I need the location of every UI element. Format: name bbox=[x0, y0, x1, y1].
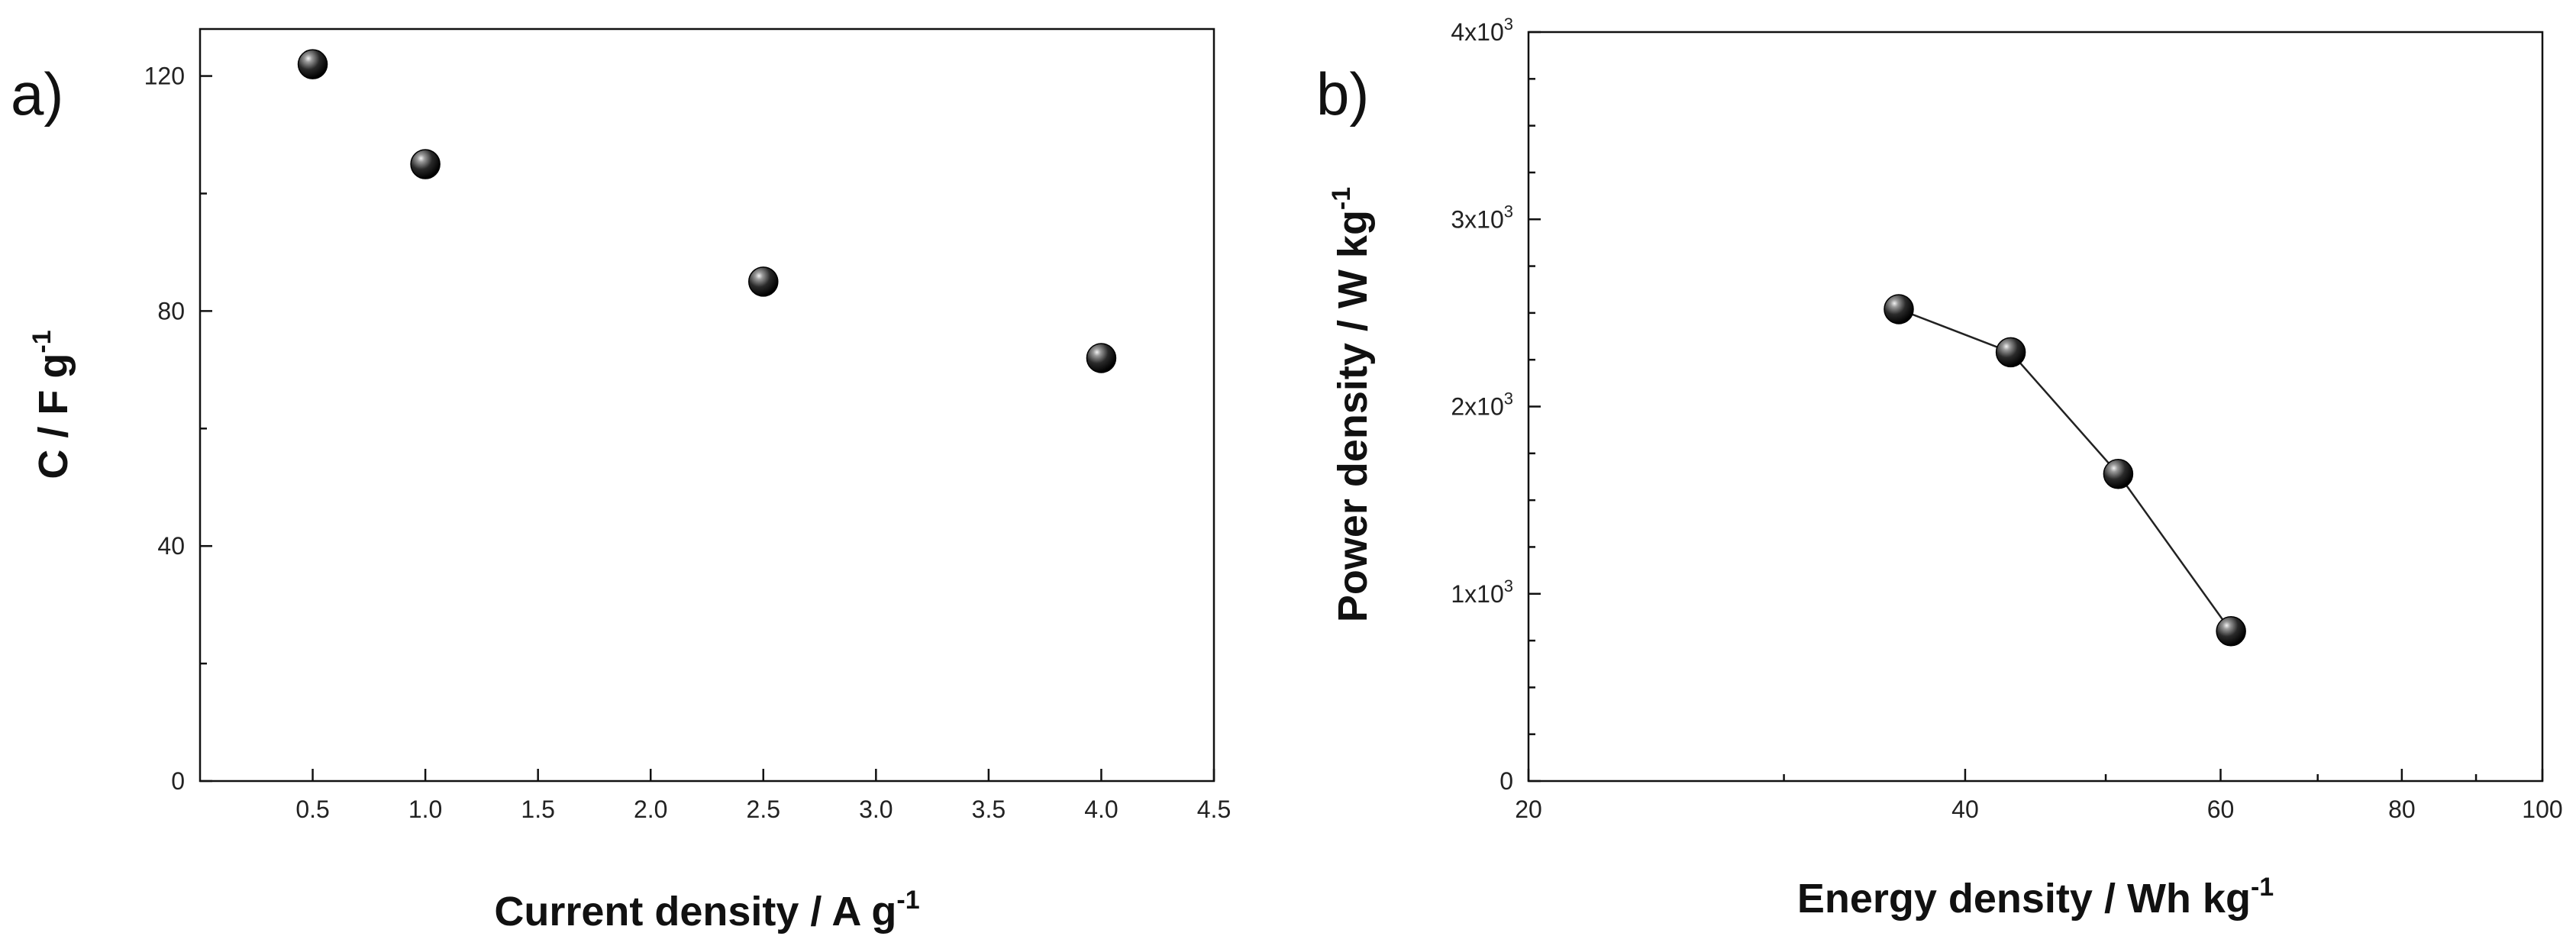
axis-ticks-b bbox=[1527, 31, 2544, 783]
x-tick-label-b: 80 bbox=[2388, 796, 2416, 823]
data-point-a bbox=[410, 149, 441, 179]
data-point-b bbox=[2103, 459, 2134, 489]
data-point-a bbox=[748, 266, 779, 297]
tick-labels-a: 0.5 1.0 1.5 2.0 2.5 3.0 3.5 4.0 4.5 0 40 80 120 bbox=[144, 63, 1232, 823]
x-axis-label-b: Energy density / Wh kg-1 bbox=[1797, 873, 2274, 922]
y-tick-label-a: 120 bbox=[144, 63, 185, 90]
y-tick-label-b: 2x103 bbox=[1451, 389, 1513, 421]
x-tick-label-b: 20 bbox=[1515, 796, 1542, 823]
chart-panel-a: a) 0.5 1.0 1.5 2.0 2.5 3.0 3.5 4.0 4.5 0 40 80 120 C… bbox=[11, 27, 1232, 934]
y-tick-label-b: 0 bbox=[1499, 767, 1513, 795]
y-tick-label-a: 0 bbox=[171, 767, 185, 795]
plot-frame-b bbox=[1527, 31, 2544, 783]
x-tick-label-a: 3.5 bbox=[972, 796, 1006, 823]
x-tick-label-b: 60 bbox=[2207, 796, 2235, 823]
tick-labels-b: 20 40 60 80 100 0 1x103 2x103 3x103 4x103 bbox=[1451, 15, 2562, 823]
y-axis-label-b: Power density / W kg-1 bbox=[1327, 187, 1376, 622]
chart-panel-b: b) 20 40 60 80 100 0 1x103 2x103 3x103 4x103 Ener… bbox=[1316, 15, 2563, 922]
data-point-b bbox=[1995, 337, 2026, 368]
y-tick-label-a: 40 bbox=[157, 532, 185, 560]
x-tick-label-a: 2.0 bbox=[634, 796, 667, 823]
x-tick-label-a: 1.0 bbox=[408, 796, 442, 823]
y-tick-label-b: 1x103 bbox=[1451, 576, 1513, 608]
series-points-b bbox=[1884, 294, 2246, 647]
data-point-b bbox=[1884, 294, 1914, 324]
x-tick-label-b: 40 bbox=[1951, 796, 1979, 823]
x-tick-label-a: 0.5 bbox=[295, 796, 329, 823]
y-tick-label-b: 3x103 bbox=[1451, 202, 1513, 233]
x-tick-label-a: 2.5 bbox=[747, 796, 780, 823]
x-axis-label-a: Current density / A g-1 bbox=[494, 886, 919, 934]
y-tick-label-a: 80 bbox=[157, 297, 185, 324]
data-point-a bbox=[297, 49, 328, 79]
x-tick-label-a: 3.0 bbox=[859, 796, 893, 823]
x-tick-label-a: 4.5 bbox=[1197, 796, 1231, 823]
axis-ticks-a bbox=[200, 75, 1215, 783]
x-tick-label-a: 4.0 bbox=[1084, 796, 1118, 823]
y-axis-label-a: C / F g-1 bbox=[27, 330, 76, 479]
y-tick-label-b: 4x103 bbox=[1451, 15, 1513, 46]
series-points-a bbox=[297, 49, 1117, 373]
panel-a-label: a) bbox=[11, 60, 63, 128]
data-point-b bbox=[2216, 616, 2246, 647]
panel-b-label: b) bbox=[1316, 60, 1369, 128]
x-tick-label-a: 1.5 bbox=[521, 796, 554, 823]
series-line-b bbox=[1898, 308, 2232, 632]
data-point-a bbox=[1086, 343, 1117, 373]
x-tick-label-b: 100 bbox=[2522, 796, 2562, 823]
plot-frame-a bbox=[199, 27, 1215, 783]
